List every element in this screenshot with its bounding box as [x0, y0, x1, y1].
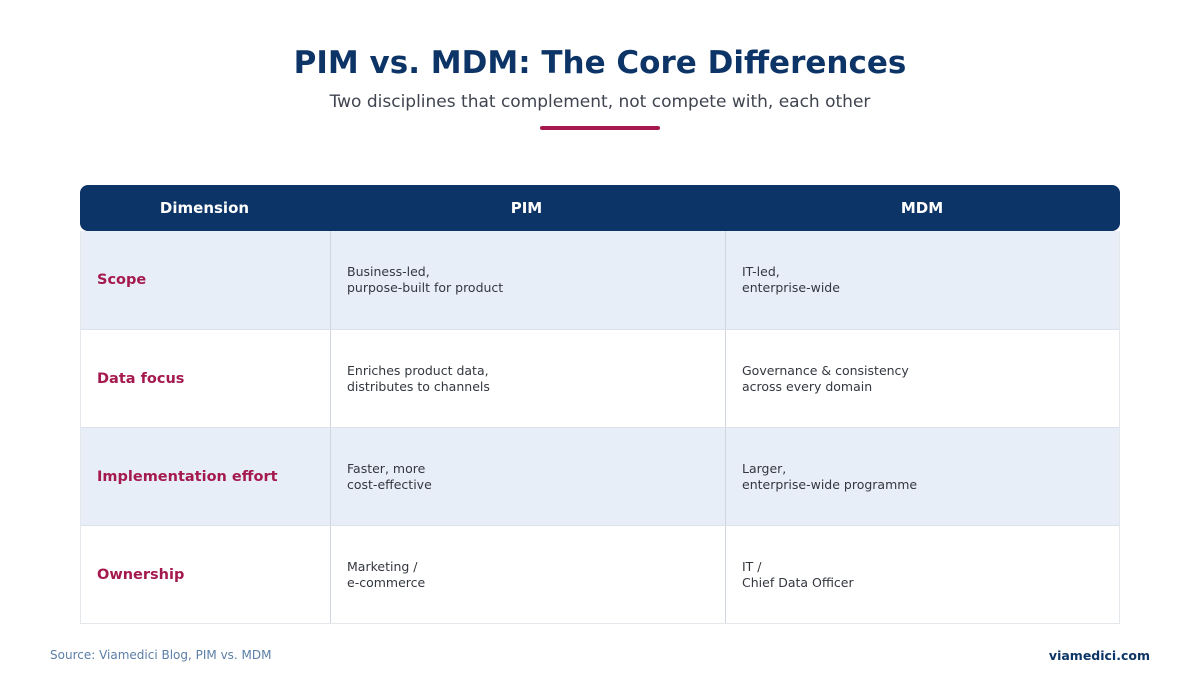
dimension-cell: Ownership: [81, 526, 330, 623]
dimension-label: Data focus: [97, 370, 185, 387]
dimension-cell: Scope: [81, 231, 330, 329]
table-row-ownership: Ownership Marketing / e-commerce IT / Ch…: [81, 525, 1119, 623]
pim-line: Enriches product data,: [347, 362, 489, 378]
dimension-label: Scope: [97, 272, 147, 288]
mdm-line: enterprise-wide: [742, 280, 840, 295]
pim-line: Business-led,: [347, 264, 430, 279]
mdm-line: IT /: [742, 558, 762, 574]
table-body: Scope Business-led, purpose-built for pr…: [80, 231, 1120, 624]
dimension-cell: Data focus: [81, 330, 330, 427]
dimension-label: Ownership: [97, 566, 185, 583]
pim-line: purpose-built for product: [347, 280, 504, 295]
pim-line: Faster, more: [347, 460, 426, 476]
pim-cell: Enriches product data, distributes to ch…: [330, 330, 725, 427]
table-row-implementation-effort: Implementation effort Faster, more cost-…: [81, 427, 1119, 525]
header-dimension: Dimension: [159, 199, 250, 217]
table-row-data-focus: Data focus Enriches product data, distri…: [81, 329, 1119, 427]
pim-line: distributes to channels: [347, 378, 490, 394]
mdm-description: Governance & consistency across every do…: [742, 363, 909, 395]
mdm-cell: Larger, enterprise-wide programme: [725, 428, 1119, 525]
mdm-description: IT / Chief Data Officer: [742, 559, 854, 591]
source-citation: Source: Viamedici Blog, PIM vs. MDM: [50, 648, 272, 662]
mdm-cell: IT / Chief Data Officer: [725, 526, 1119, 623]
mdm-line: Larger,: [742, 460, 787, 476]
pim-cell: Business-led, purpose-built for product: [330, 231, 725, 329]
pim-description: Marketing / e-commerce: [347, 559, 425, 591]
mdm-description: Larger, enterprise-wide programme: [742, 461, 917, 493]
table-row-scope: Scope Business-led, purpose-built for pr…: [81, 231, 1119, 329]
header-pim: PIM: [510, 199, 543, 217]
mdm-line: enterprise-wide programme: [742, 476, 918, 492]
title-accent-divider: [540, 126, 660, 130]
mdm-line: across every domain: [742, 378, 873, 394]
mdm-line: Chief Data Officer: [742, 574, 854, 590]
table-header-row: Dimension PIM MDM: [80, 185, 1120, 231]
mdm-cell: IT-led, enterprise-wide: [725, 231, 1119, 329]
pim-line: Marketing /: [347, 558, 418, 574]
comparison-table: Dimension PIM MDM Scope Business-led, pu…: [80, 185, 1120, 624]
pim-cell: Faster, more cost-effective: [330, 428, 725, 525]
dimension-label: Implementation effort: [97, 468, 278, 485]
pim-description: Faster, more cost-effective: [347, 461, 432, 493]
page-subtitle: Two disciplines that complement, not com…: [329, 92, 871, 112]
mdm-cell: Governance & consistency across every do…: [725, 330, 1119, 427]
dimension-cell: Implementation effort: [81, 428, 330, 525]
mdm-line: Governance & consistency: [742, 362, 909, 378]
pim-line: e-commerce: [347, 574, 426, 590]
pim-line: cost-effective: [347, 476, 432, 492]
header-mdm: MDM: [900, 199, 944, 217]
mdm-line: IT-led,: [742, 264, 780, 279]
pim-description: Business-led, purpose-built for product: [347, 264, 503, 296]
page-title: PIM vs. MDM: The Core Differences: [293, 45, 907, 81]
pim-description: Enriches product data, distributes to ch…: [347, 363, 490, 395]
pim-cell: Marketing / e-commerce: [330, 526, 725, 623]
brand-url: viamedici.com: [1048, 648, 1150, 663]
mdm-description: IT-led, enterprise-wide: [742, 264, 840, 296]
